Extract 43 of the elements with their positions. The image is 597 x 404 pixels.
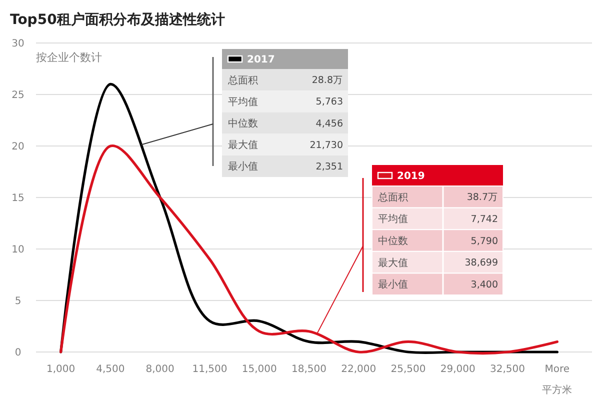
annotation: 2,351: [316, 162, 343, 173]
legend-label: 2019: [397, 171, 425, 182]
annotation: 3,400: [470, 279, 498, 290]
annotation: 7,742: [470, 214, 498, 226]
annotation: 总面积: [227, 74, 258, 86]
y-tick-label: 30: [12, 38, 24, 50]
chart-title: Top50租户面积分布及描述性统计: [10, 11, 225, 28]
x-tick-label: 1,000: [46, 364, 76, 375]
x-tick-label: 22,000: [341, 364, 376, 375]
x-tick-label: 18,500: [292, 364, 326, 375]
x-tick-label: 25,500: [390, 364, 426, 375]
x-axis-title: 平方米: [542, 384, 572, 396]
y-axis-title: 按企业个数计: [36, 51, 102, 64]
x-tick-label: 11,500: [192, 364, 228, 375]
annotation: 中位数: [228, 118, 258, 130]
annotation: 21,730: [310, 140, 343, 151]
y-tick-label: 20: [12, 142, 24, 152]
y-tick-label: 15: [12, 193, 24, 204]
y-tick-label: 0: [14, 348, 22, 358]
x-tick-label: 4,500: [96, 364, 125, 375]
annotation: 平均值: [228, 96, 258, 108]
annotation: 38.7万: [466, 192, 498, 204]
x-tick-label: 32,500: [490, 364, 526, 375]
y-tick-label: 10: [12, 244, 24, 256]
y-tick-label: 25: [12, 90, 24, 101]
annotation: 最大值: [228, 139, 258, 152]
annotation: 4,456: [316, 118, 343, 130]
annotation: 最大值: [378, 256, 408, 269]
x-tick-label: 8,000: [146, 364, 174, 375]
annotation: 最小值: [228, 160, 258, 173]
x-tick-label: 29,000: [440, 364, 476, 375]
x-tick-label: 15,000: [242, 364, 277, 375]
legend-label: 2017: [247, 54, 275, 66]
annotation: 28.8万: [312, 75, 343, 86]
annotation: 5,790: [470, 236, 498, 247]
annotation: 最小值: [378, 278, 408, 291]
annotation: 总面积: [377, 191, 408, 204]
annotation: 5,763: [316, 96, 343, 108]
annotation: 中位数: [378, 235, 408, 247]
annotation: 38,699: [464, 258, 498, 269]
annotation: 平均值: [378, 213, 408, 226]
x-tick-label: More: [544, 364, 570, 375]
y-tick-label: 5: [14, 296, 22, 307]
